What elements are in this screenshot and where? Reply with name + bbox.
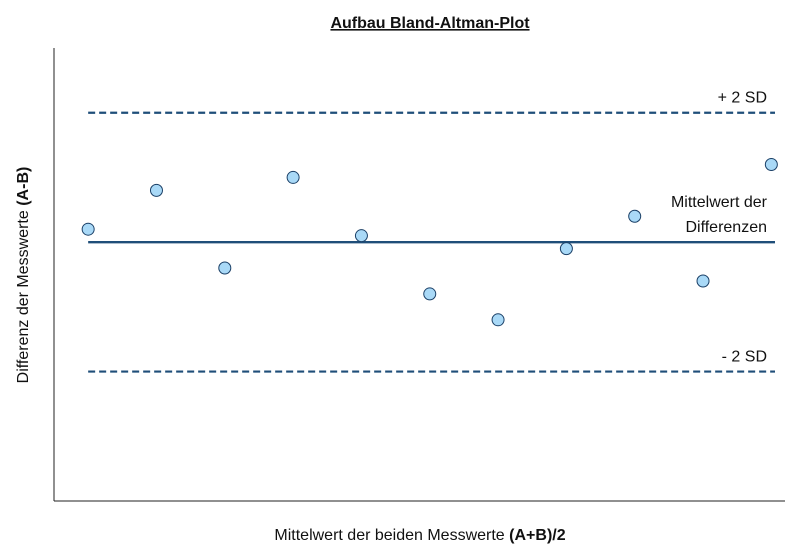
reference-label: Differenzen bbox=[685, 219, 767, 236]
point bbox=[559, 242, 573, 256]
point bbox=[81, 222, 95, 236]
point bbox=[628, 209, 642, 223]
reference-label: + 2 SD bbox=[718, 90, 767, 107]
point bbox=[423, 287, 437, 301]
y-label-part: (A-B) bbox=[15, 167, 32, 206]
point bbox=[491, 313, 505, 327]
point bbox=[286, 170, 300, 184]
reference-label: Mittelwert der bbox=[671, 194, 768, 211]
chart-title: Aufbau Bland-Altman-Plot bbox=[330, 15, 530, 32]
x-axis-label: Mittelwert der beiden Messwerte (A+B)/2 bbox=[274, 527, 565, 544]
point bbox=[696, 274, 710, 288]
point bbox=[764, 157, 778, 171]
point bbox=[218, 261, 232, 275]
x-label-part: Mittelwert der beiden Messwerte bbox=[274, 527, 504, 544]
reference-label: - 2 SD bbox=[722, 349, 767, 366]
y-axis-label: Differenz der Messwerte (A-B) bbox=[15, 167, 32, 384]
point bbox=[149, 183, 163, 197]
x-label-part: (A+B)/2 bbox=[509, 527, 566, 544]
point bbox=[354, 229, 368, 243]
y-label-part: Differenz der Messwerte bbox=[15, 210, 32, 383]
